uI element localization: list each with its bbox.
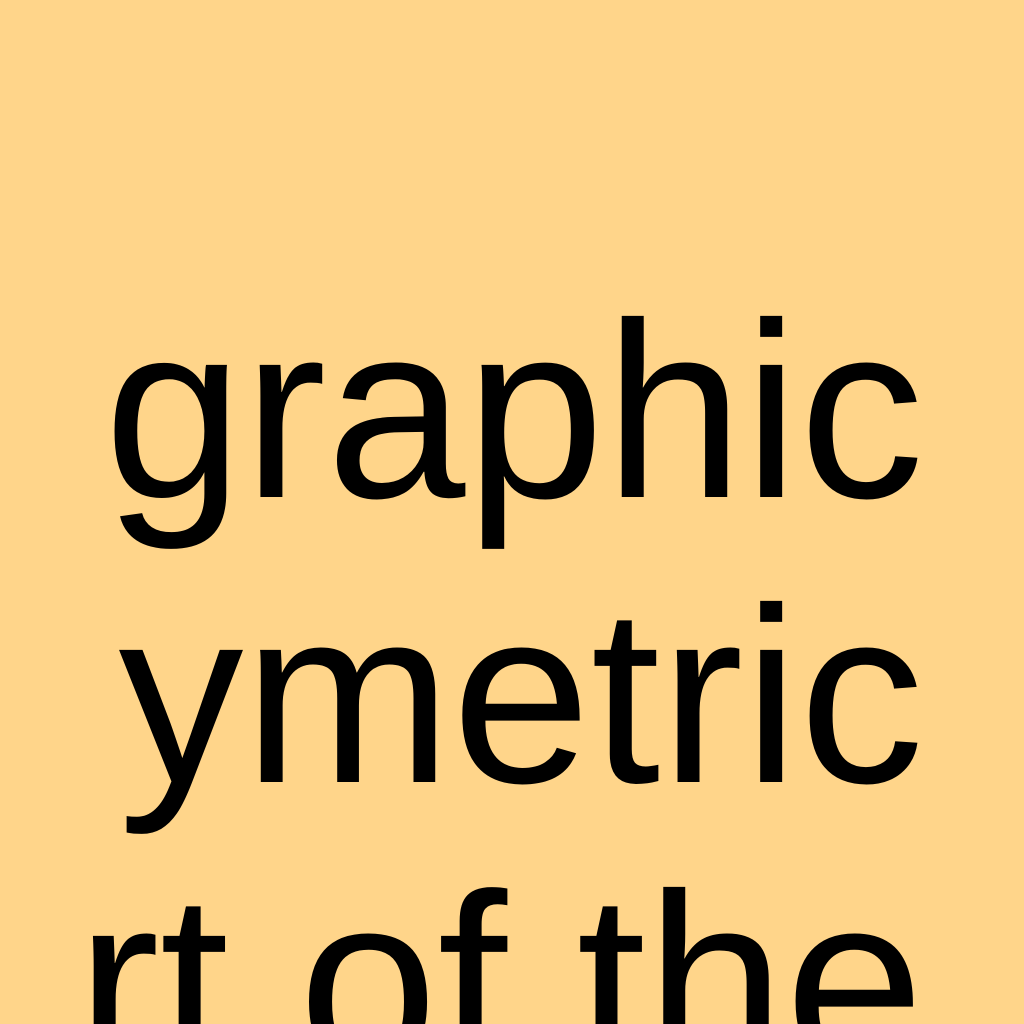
tooltip-line-3: rt of the	[76, 842, 924, 1024]
tooltip-line-1: graphic	[104, 271, 924, 550]
tooltip-text-block: graphic ymetric rt of the	[76, 271, 924, 1024]
tooltip-line-2: ymetric	[118, 556, 924, 835]
